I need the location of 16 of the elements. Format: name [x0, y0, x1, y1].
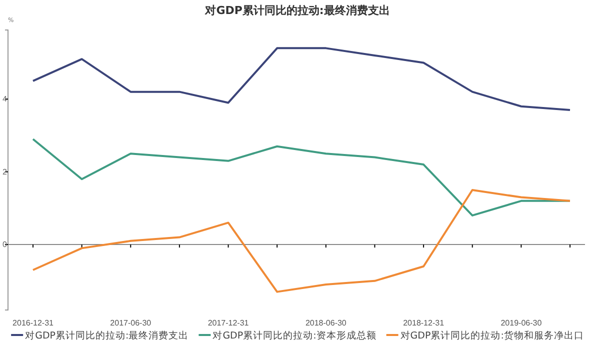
- x-tick-label: 2018-06-30: [305, 318, 347, 328]
- y-tick-label: 2: [2, 167, 8, 176]
- x-tick-label: 2017-12-31: [208, 318, 250, 328]
- x-tick-label: 2019-06-30: [500, 318, 542, 328]
- x-tick-label: 2017-06-30: [110, 318, 152, 328]
- y-tick-label: 0: [2, 240, 8, 250]
- legend-label: 对GDP累计同比的拉动:资本形成总额: [212, 330, 376, 342]
- line-series: [32, 47, 571, 111]
- legend-label: 对GDP累计同比的拉动:最终消费支出: [25, 330, 189, 342]
- line-series: [32, 138, 571, 216]
- legend-label: 对GDP累计同比的拉动:货物和服务净出口: [400, 330, 584, 342]
- y-tick-label: 4: [2, 94, 8, 104]
- x-tick-label: 2018-12-31: [403, 318, 445, 328]
- line-series: [32, 189, 571, 293]
- x-tick-label: 2016-12-31: [12, 318, 54, 328]
- chart-title: 对GDP累计同比的拉动:最终消费支出: [204, 4, 390, 17]
